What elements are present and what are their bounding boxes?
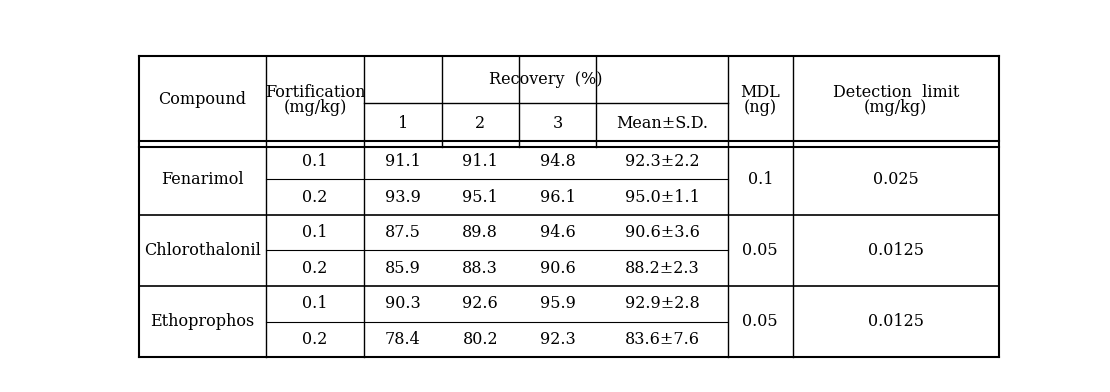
Text: 78.4: 78.4: [385, 331, 421, 348]
Text: 0.1: 0.1: [302, 224, 327, 241]
Text: 88.2±2.3: 88.2±2.3: [625, 260, 699, 277]
Text: 95.9: 95.9: [539, 296, 576, 312]
Text: 90.6: 90.6: [539, 260, 576, 277]
Text: Recovery  (%): Recovery (%): [490, 71, 603, 88]
Text: Chlorothalonil: Chlorothalonil: [144, 242, 261, 259]
Text: 0.025: 0.025: [872, 171, 919, 188]
Text: 80.2: 80.2: [463, 331, 498, 348]
Text: 92.6: 92.6: [463, 296, 498, 312]
Text: 0.1: 0.1: [747, 171, 773, 188]
Text: 90.3: 90.3: [385, 296, 421, 312]
Text: 0.2: 0.2: [302, 260, 327, 277]
Text: 93.9: 93.9: [385, 189, 421, 205]
Text: 0.2: 0.2: [302, 331, 327, 348]
Text: Fenarimol: Fenarimol: [161, 171, 244, 188]
Text: 0.1: 0.1: [302, 296, 327, 312]
Text: 83.6±7.6: 83.6±7.6: [625, 331, 699, 348]
Text: MDL: MDL: [740, 84, 780, 101]
Text: 95.0±1.1: 95.0±1.1: [625, 189, 699, 205]
Text: (mg/kg): (mg/kg): [283, 99, 346, 116]
Text: (mg/kg): (mg/kg): [864, 99, 928, 116]
Text: Mean±S.D.: Mean±S.D.: [616, 115, 708, 132]
Text: 91.1: 91.1: [385, 153, 421, 170]
Text: 1: 1: [397, 115, 408, 132]
Text: 0.2: 0.2: [302, 189, 327, 205]
Text: 0.1: 0.1: [302, 153, 327, 170]
Text: Detection  limit: Detection limit: [832, 84, 959, 101]
Text: 0.0125: 0.0125: [868, 313, 924, 330]
Text: Fortification: Fortification: [265, 84, 365, 101]
Text: Compound: Compound: [159, 91, 246, 108]
Text: 89.8: 89.8: [463, 224, 498, 241]
Text: 0.0125: 0.0125: [868, 242, 924, 259]
Text: 90.6±3.6: 90.6±3.6: [625, 224, 699, 241]
Text: 0.05: 0.05: [743, 313, 778, 330]
Text: 91.1: 91.1: [463, 153, 498, 170]
Text: 95.1: 95.1: [463, 189, 498, 205]
Text: 85.9: 85.9: [385, 260, 421, 277]
Text: (ng): (ng): [744, 99, 777, 116]
Text: 94.8: 94.8: [539, 153, 576, 170]
Text: 3: 3: [553, 115, 563, 132]
Text: 2: 2: [475, 115, 485, 132]
Text: Ethoprophos: Ethoprophos: [150, 313, 254, 330]
Text: 92.3±2.2: 92.3±2.2: [625, 153, 699, 170]
Text: 92.3: 92.3: [539, 331, 576, 348]
Text: 96.1: 96.1: [539, 189, 576, 205]
Text: 87.5: 87.5: [385, 224, 421, 241]
Text: 92.9±2.8: 92.9±2.8: [625, 296, 699, 312]
Text: 94.6: 94.6: [539, 224, 576, 241]
Text: 88.3: 88.3: [463, 260, 498, 277]
Text: 0.05: 0.05: [743, 242, 778, 259]
